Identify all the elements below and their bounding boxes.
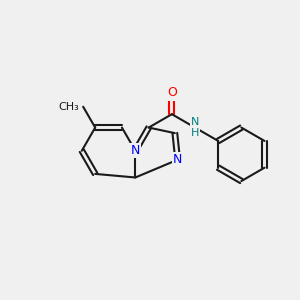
Text: CH₃: CH₃ [58, 102, 79, 112]
Text: N: N [173, 153, 182, 166]
Text: N: N [130, 144, 140, 157]
Text: N
H: N H [191, 117, 199, 138]
Text: O: O [167, 86, 177, 99]
